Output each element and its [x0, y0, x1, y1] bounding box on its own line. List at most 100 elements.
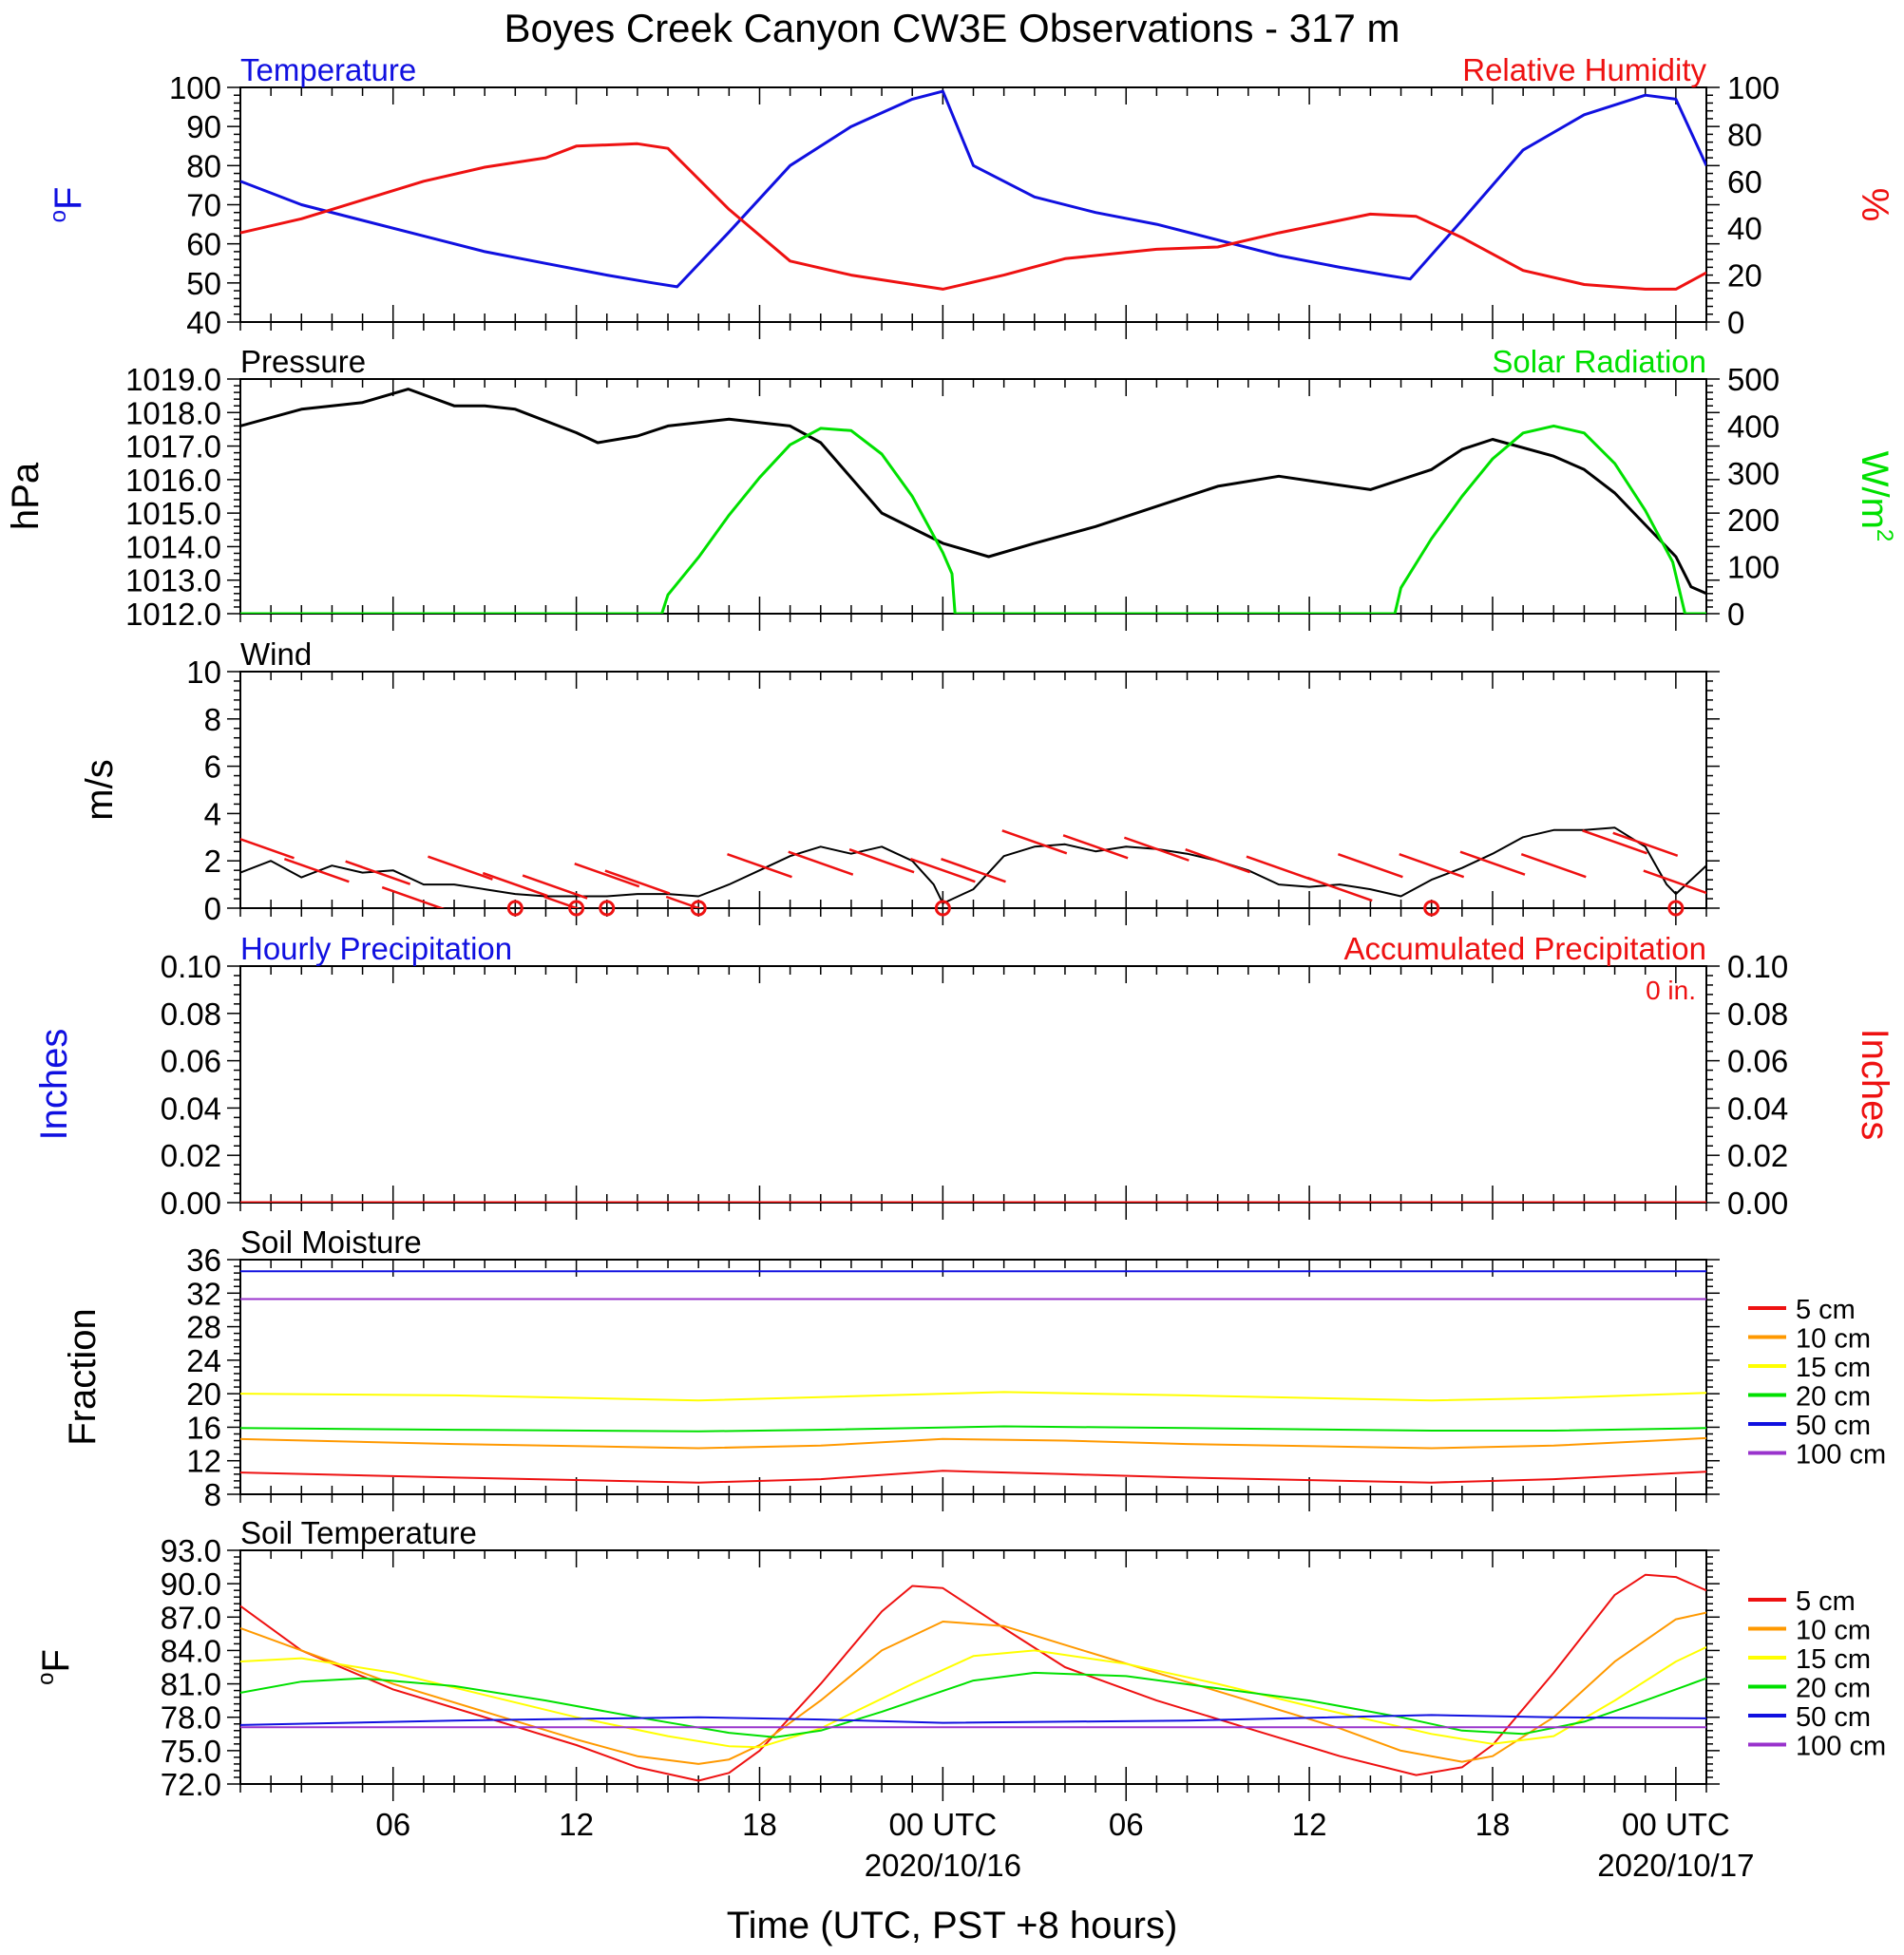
right-tick-label: 0.10: [1727, 949, 1788, 984]
x-tick-label: 00 UTC: [1622, 1807, 1730, 1842]
wind-barb: [1337, 853, 1403, 879]
series-group: [240, 1270, 1706, 1484]
right-tick-label: 0.06: [1727, 1044, 1788, 1079]
legend-label: 15 cm: [1796, 1644, 1871, 1675]
wind-barb: [522, 874, 588, 900]
series-relative-humidity: [240, 142, 1706, 291]
wind-barb: [1399, 853, 1465, 879]
series-pressure: [240, 388, 1706, 596]
left-tick-label: 24: [186, 1343, 221, 1378]
left-tick-label: 1017.0: [125, 429, 221, 465]
panel-title-right: Relative Humidity: [1462, 52, 1706, 87]
panel-title-left: Soil Temperature: [240, 1515, 477, 1550]
calm-wind-marker: [506, 900, 524, 917]
series-5-cm: [240, 1573, 1706, 1782]
right-tick-label: 40: [1727, 211, 1762, 246]
series-10-cm: [240, 1611, 1706, 1765]
x-tick-label: 00 UTC: [889, 1807, 998, 1842]
panel-soil-temperature: 72.075.078.081.084.087.090.093.0 Soil Tem…: [33, 1515, 1886, 1802]
wind-barb: [428, 855, 493, 881]
panel-title-left: Temperature: [240, 52, 416, 87]
wind-barb: [788, 850, 854, 876]
wind-barb: [1246, 855, 1312, 881]
left-tick-label: 0.00: [161, 1186, 221, 1221]
left-tick-label: 40: [186, 305, 221, 340]
wind-barb: [574, 862, 640, 888]
legend-label: 5 cm: [1796, 1295, 1856, 1325]
right-tick-label: 500: [1727, 362, 1780, 397]
left-tick-label: 80: [186, 148, 221, 183]
series-wind-speed: [240, 826, 1706, 904]
x-tick-label: 12: [559, 1807, 594, 1842]
series-solar-radiation: [240, 424, 1706, 614]
series-group: [240, 388, 1706, 614]
wind-barb: [482, 871, 548, 898]
wind-barb: [727, 853, 792, 879]
series-group: [240, 826, 1706, 908]
left-tick-label: 0.06: [161, 1044, 221, 1079]
panel-frame: [239, 671, 1707, 909]
left-tick-label: 10: [186, 655, 221, 690]
panel-title-left: Pressure: [240, 344, 366, 379]
left-tick-label: 16: [186, 1410, 221, 1445]
left-tick-label: 36: [186, 1243, 221, 1278]
legend-label: 50 cm: [1796, 1702, 1871, 1733]
left-tick-label: 50: [186, 266, 221, 301]
wind-barb: [1001, 829, 1068, 855]
wind-barb: [1459, 850, 1526, 876]
wind-barb: [848, 848, 915, 874]
wind-barb: [543, 895, 581, 908]
left-tick-label: 90.0: [161, 1566, 221, 1602]
right-tick-label: 80: [1727, 117, 1762, 152]
left-tick-label: 70: [186, 188, 221, 223]
panel-precipitation: 0.00 0.02 0.04 0.06 0.08 0.10 0.00 0.02 0.04 0.06…: [33, 931, 1895, 1221]
y-axis-label-left: hPa: [5, 462, 47, 530]
right-tick-label: 200: [1727, 503, 1780, 538]
x-date-label: 2020/10/17: [1597, 1848, 1754, 1883]
right-tick-label: 0.02: [1727, 1138, 1788, 1173]
panel-title-left: Hourly Precipitation: [240, 931, 512, 966]
left-tick-label: 78.0: [161, 1700, 221, 1736]
wind-barb: [345, 860, 411, 885]
series-10-cm: [240, 1436, 1706, 1450]
left-tick-label: 81.0: [161, 1667, 221, 1702]
right-tick-label: 100: [1727, 70, 1780, 105]
wind-barb: [381, 885, 446, 908]
right-tick-label: 400: [1727, 408, 1780, 444]
wind-barb: [1582, 829, 1647, 855]
legend-label: 20 cm: [1796, 1674, 1871, 1704]
legend-label: 10 cm: [1796, 1616, 1871, 1646]
calm-wind-marker: [1423, 900, 1440, 917]
wind-barb: [1123, 836, 1190, 862]
y-axis-label-left: Inches: [33, 1029, 75, 1141]
wind-barb: [1643, 869, 1706, 895]
left-tick-label: 1014.0: [125, 529, 221, 564]
left-tick-label: 93.0: [161, 1533, 221, 1568]
accumulated-annotation: 0 in.: [1646, 976, 1696, 1005]
legend-label: 100 cm: [1796, 1440, 1886, 1471]
y-axis-label: Fraction: [62, 1308, 104, 1446]
left-tick-label: 28: [186, 1310, 221, 1345]
left-tick-label: 6: [204, 750, 221, 785]
left-tick-label: 0.10: [161, 949, 221, 984]
left-tick-label: 20: [186, 1376, 221, 1412]
left-tick-label: 0.02: [161, 1138, 221, 1173]
x-tick-label: 18: [1476, 1807, 1511, 1842]
left-tick-label: 0.08: [161, 996, 221, 1032]
legend-label: 50 cm: [1796, 1411, 1871, 1441]
left-tick-label: 0.04: [161, 1091, 221, 1126]
right-tick-label: 300: [1727, 456, 1780, 491]
wind-barb: [941, 857, 1006, 883]
calm-wind-marker: [568, 900, 585, 917]
left-tick-label: 1019.0: [125, 362, 221, 397]
panel-frame: [239, 86, 1707, 323]
right-tick-label: 0.08: [1727, 996, 1788, 1032]
legend-label: 100 cm: [1796, 1732, 1886, 1762]
left-tick-label: 32: [186, 1276, 221, 1311]
left-tick-label: 87.0: [161, 1600, 221, 1635]
legend-label: 15 cm: [1796, 1353, 1871, 1383]
panel-wind: 0 2 4 6 8 10 Wind m/s: [79, 636, 1720, 926]
right-tick-label: 0: [1727, 305, 1744, 340]
